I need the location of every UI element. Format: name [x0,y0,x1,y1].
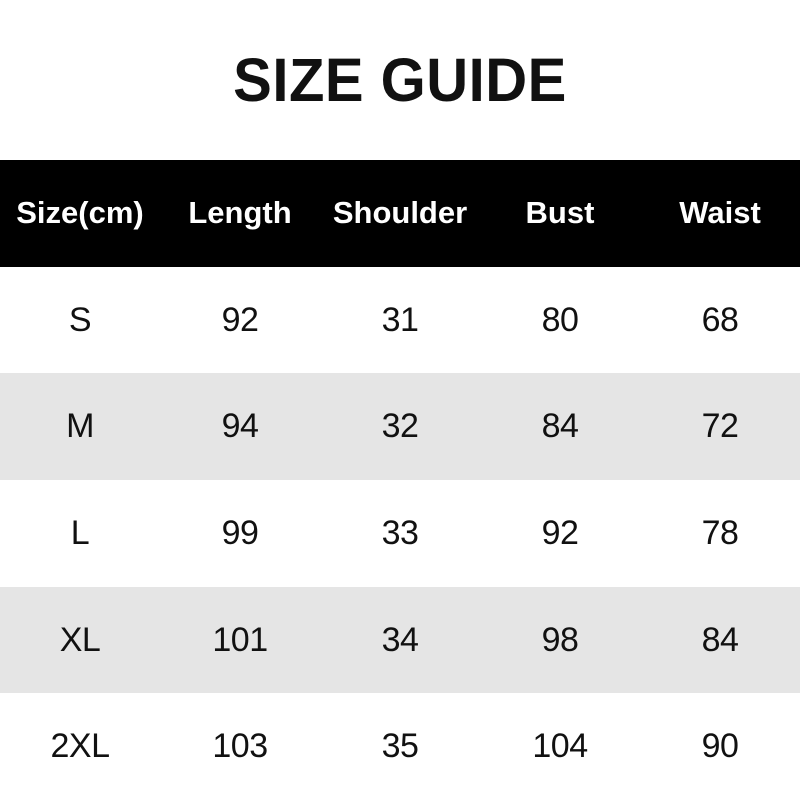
cell-waist: 90 [701,727,739,766]
cell-shoulder: 35 [381,727,419,766]
table-row: S 92 31 80 68 [0,267,800,374]
cell-size: L [70,513,90,552]
cell-waist: 68 [701,300,739,339]
cell-length: 101 [212,620,268,659]
cell-length: 103 [212,727,268,766]
table-row: M 94 32 84 72 [0,373,800,481]
title-bar: SIZE GUIDE [0,0,800,160]
cell-waist: 78 [701,513,739,552]
column-header-size: Size(cm) [16,195,144,231]
column-header-length: Length [188,195,292,231]
cell-waist: 84 [701,620,739,659]
size-table: Size(cm) Length Shoulder Bust Waist S 92… [0,160,800,800]
cell-size: 2XL [50,727,111,766]
cell-shoulder: 33 [381,513,419,552]
table-row: 2XL 103 35 104 90 [0,693,800,800]
column-header-bust: Bust [525,195,595,231]
cell-waist: 72 [701,407,739,446]
cell-bust: 84 [541,407,579,446]
page-title: SIZE GUIDE [233,45,567,115]
cell-bust: 104 [532,727,588,766]
cell-size: M [66,407,94,446]
cell-bust: 80 [541,300,579,339]
cell-bust: 98 [541,620,579,659]
cell-shoulder: 32 [381,407,419,446]
cell-length: 92 [221,300,259,339]
table-row: L 99 33 92 78 [0,480,800,587]
column-header-waist: Waist [679,195,761,231]
cell-length: 99 [221,513,259,552]
table-header-row: Size(cm) Length Shoulder Bust Waist [0,160,800,267]
cell-shoulder: 31 [381,300,419,339]
cell-size: XL [59,620,101,659]
cell-shoulder: 34 [381,620,419,659]
cell-bust: 92 [541,513,579,552]
column-header-shoulder: Shoulder [332,195,468,231]
table-row: XL 101 34 98 84 [0,586,800,694]
cell-size: S [68,300,92,339]
cell-length: 94 [221,407,259,446]
